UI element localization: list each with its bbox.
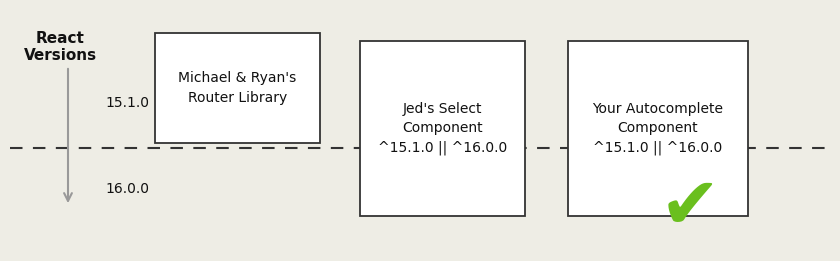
Text: 15.1.0: 15.1.0: [105, 96, 149, 110]
Text: React
Versions: React Versions: [24, 31, 97, 63]
Bar: [568, 41, 748, 216]
Text: ✔: ✔: [659, 174, 720, 243]
Text: Michael & Ryan's
Router Library: Michael & Ryan's Router Library: [178, 71, 297, 105]
Text: 16.0.0: 16.0.0: [105, 182, 149, 196]
Bar: [155, 33, 320, 143]
Bar: [360, 41, 525, 216]
Text: Jed's Select
Component
^15.1.0 || ^16.0.0: Jed's Select Component ^15.1.0 || ^16.0.…: [378, 102, 507, 155]
Text: Your Autocomplete
Component
^15.1.0 || ^16.0.0: Your Autocomplete Component ^15.1.0 || ^…: [592, 102, 723, 155]
